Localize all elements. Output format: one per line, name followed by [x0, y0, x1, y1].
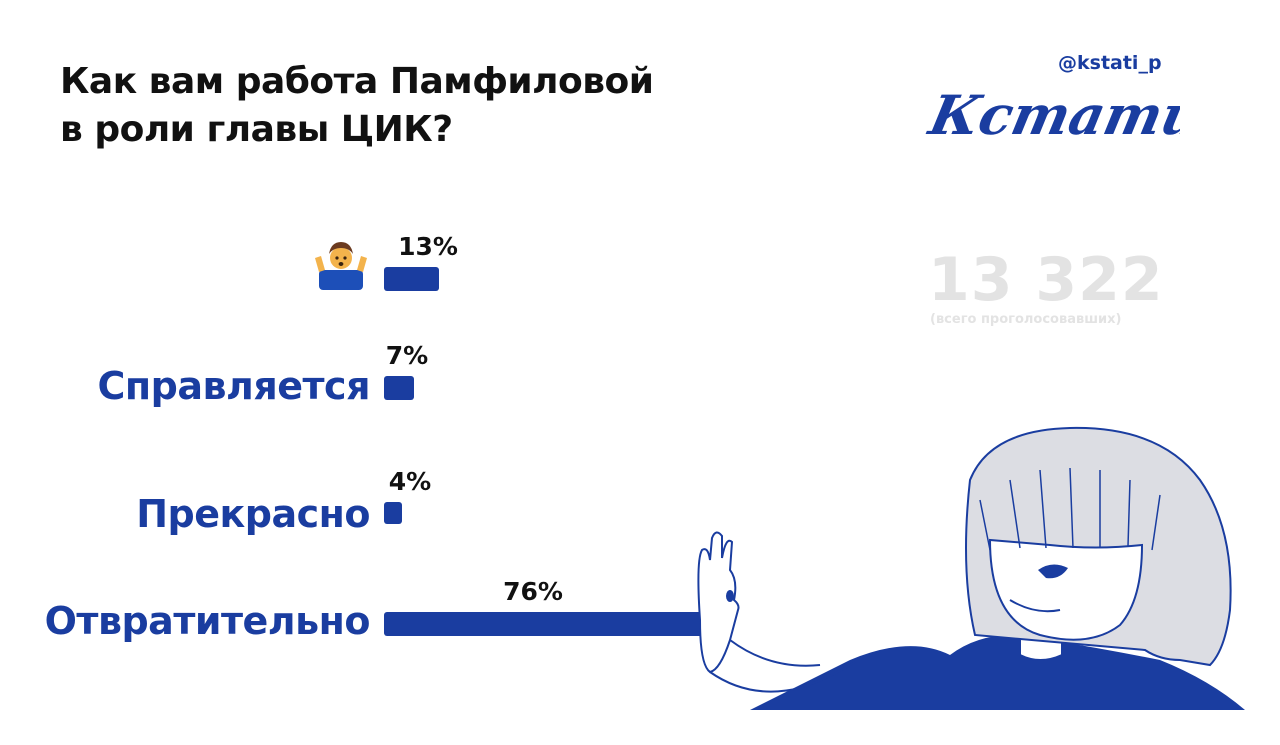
brand-handle: @kstati_p: [1058, 52, 1162, 74]
title-line-1: Как вам работа Памфиловой: [60, 61, 654, 102]
category-label-handling: Справляется: [97, 364, 371, 408]
bar-4: [384, 612, 708, 636]
value-label-2: 7%: [385, 341, 429, 370]
bar-3: [384, 502, 402, 524]
shrug-emoji-icon: [313, 236, 369, 296]
brand-logo: Кстати,: [920, 72, 1227, 156]
total-votes: 13 322: [928, 245, 1164, 315]
category-label-excellent: Прекрасно: [136, 492, 370, 536]
caricature-illustration: [697, 426, 1245, 710]
total-votes-note: (всего проголосовавших): [930, 312, 1122, 327]
chart-title: Как вам работа Памфиловой в роли главы Ц…: [60, 58, 760, 154]
bar-2: [384, 376, 414, 400]
value-label-4: 76%: [503, 577, 563, 606]
bar-1: [384, 267, 440, 291]
title-line-2: в роли главы ЦИК?: [60, 109, 453, 150]
logo-text: Кстати,: [922, 84, 1180, 147]
category-label-terrible: Отвратительно: [44, 599, 371, 643]
value-label-3: 4%: [388, 467, 432, 496]
value-label-1: 13%: [398, 232, 458, 261]
